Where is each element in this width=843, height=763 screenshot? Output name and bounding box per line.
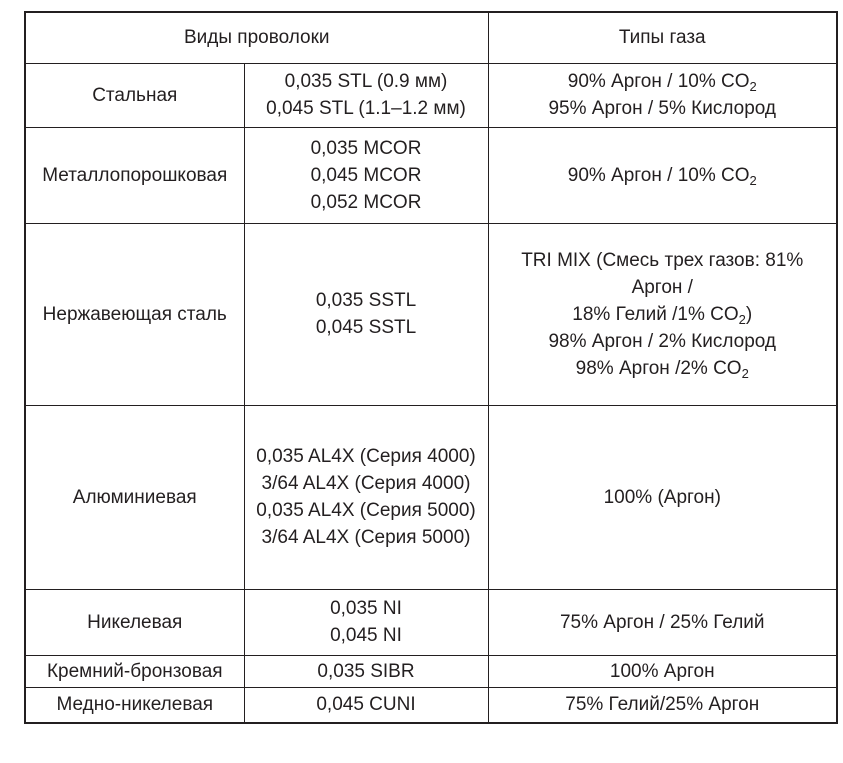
gas-line: 18% Гелий /1% CO2) — [572, 303, 753, 327]
subscript: 2 — [749, 172, 757, 188]
gas-line: 75% Аргон / 25% Гелий — [559, 611, 765, 633]
table-header-row: Виды проволоки Типы газа — [24, 11, 838, 64]
wire-type-cell: Стальная — [24, 62, 245, 128]
wire-size-cell: 0,035 SIBR — [243, 654, 489, 688]
gas-type-cell: 75% Гелий/25% Аргон — [487, 686, 838, 724]
gas-type-cell: 90% Аргон / 10% CO2 95% Аргон / 5% Кисло… — [487, 62, 838, 128]
wire-type-cell: Алюминиевая — [24, 404, 245, 590]
gas-type-cell: 75% Аргон / 25% Гелий — [487, 588, 838, 656]
wire-size-line: 0,052 MCOR — [310, 191, 422, 213]
wire-size-line: 0,045 STL (1.1–1.2 мм) — [266, 98, 466, 119]
wire-size-line: 0,045 CUNI — [316, 694, 416, 716]
subscript: 2 — [749, 79, 757, 94]
gas-line: 75% Гелий/25% Аргон — [565, 694, 760, 716]
subscript: 2 — [738, 311, 746, 327]
wire-size-cell: 0,045 CUNI — [243, 686, 489, 724]
gas-type-cell: TRI MIX (Смесь трех газов: 81% Аргон / 1… — [487, 222, 838, 406]
wire-type-cell: Кремний-бронзовая — [24, 654, 245, 688]
gas-line: TRI MIX (Смесь трех газов: 81% — [521, 249, 804, 271]
wire-size-line: 0,045 SSTL — [315, 317, 417, 338]
wire-size-cell: 0,035 STL (0.9 мм) 0,045 STL (1.1–1.2 мм… — [243, 62, 489, 128]
wire-size-line: 3/64 AL4X (Серия 4000) — [261, 473, 471, 494]
wire-size-line: 0,035 SSTL — [315, 290, 417, 311]
gas-line: 100% Аргон — [609, 660, 715, 682]
wire-type-cell: Нержавеющая сталь — [24, 222, 245, 406]
table-row-silicon-bronze: Кремний-бронзовая 0,035 SIBR 100% Аргон — [24, 654, 838, 688]
wire-type-cell: Медно-никелевая — [24, 686, 245, 724]
wire-size-line: 0,045 MCOR — [310, 164, 422, 186]
wire-size-cell: 0,035 AL4X (Серия 4000) 3/64 AL4X (Серия… — [243, 404, 489, 590]
gas-line: 95% Аргон / 5% Кислород — [548, 98, 777, 119]
wire-size-line: 0,035 SIBR — [317, 660, 415, 682]
wire-size-line: 0,035 STL (0.9 мм) — [284, 71, 448, 92]
table-row-copper-nickel: Медно-никелевая 0,045 CUNI 75% Гелий/25%… — [24, 686, 838, 724]
wire-size-line: 3/64 AL4X (Серия 5000) — [261, 527, 471, 548]
gas-line: Аргон / — [631, 276, 693, 298]
gas-line: 98% Аргон / 2% Кислород — [548, 330, 777, 352]
wire-size-cell: 0,035 SSTL 0,045 SSTL — [243, 222, 489, 406]
table-row-nickel: Никелевая 0,035 NI 0,045 NI 75% Аргон / … — [24, 588, 838, 656]
gas-line: 90% Аргон / 10% CO2 — [567, 164, 757, 188]
gas-line: 100% (Аргон) — [603, 486, 721, 508]
table-row-stainless: Нержавеющая сталь 0,035 SSTL 0,045 SSTL … — [24, 222, 838, 406]
wire-size-cell: 0,035 NI 0,045 NI — [243, 588, 489, 656]
gas-line: 90% Аргон / 10% CO2 — [567, 71, 757, 94]
wire-size-line: 0,035 AL4X (Серия 4000) — [256, 446, 476, 467]
wire-gas-table: Виды проволоки Типы газа Стальная 0,035 … — [24, 11, 838, 724]
wire-size-line: 0,035 AL4X (Серия 5000) — [256, 500, 476, 521]
wire-types-header: Виды проволоки — [24, 11, 489, 64]
wire-type-cell: Никелевая — [24, 588, 245, 656]
wire-size-line: 0,035 NI — [330, 598, 402, 619]
wire-size-line: 0,045 NI — [330, 625, 402, 646]
wire-size-line: 0,035 MCOR — [310, 137, 422, 159]
gas-line: 98% Аргон /2% CO2 — [575, 357, 749, 381]
subscript: 2 — [741, 365, 749, 381]
gas-type-cell: 100% Аргон — [487, 654, 838, 688]
wire-type-cell: Металлопорошковая — [24, 126, 245, 224]
gas-type-cell: 90% Аргон / 10% CO2 — [487, 126, 838, 224]
table-row-metal-cored: Металлопорошковая 0,035 MCOR 0,045 MCOR … — [24, 126, 838, 224]
wire-size-cell: 0,035 MCOR 0,045 MCOR 0,052 MCOR — [243, 126, 489, 224]
gas-type-cell: 100% (Аргон) — [487, 404, 838, 590]
gas-types-header: Типы газа — [487, 11, 838, 64]
table-row-aluminium: Алюминиевая 0,035 AL4X (Серия 4000) 3/64… — [24, 404, 838, 590]
table-row-steel: Стальная 0,035 STL (0.9 мм) 0,045 STL (1… — [24, 62, 838, 128]
